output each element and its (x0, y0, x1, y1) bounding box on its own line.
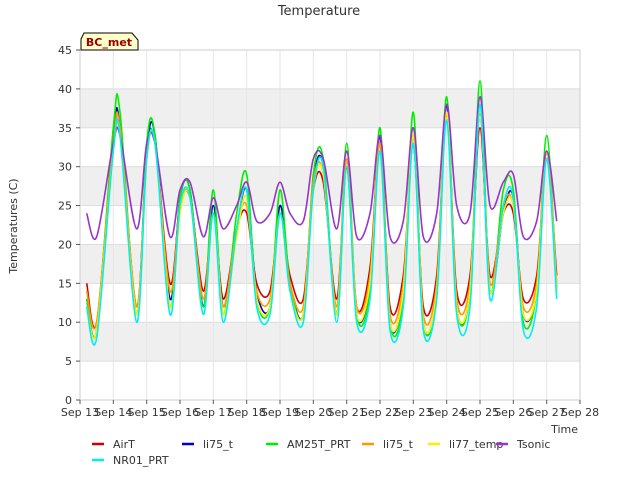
legend-item: li75_t (182, 438, 234, 451)
x-tick-label: Sep 27 (528, 406, 566, 419)
legend-label: NR01_PRT (113, 454, 169, 467)
plot-frame (79, 49, 581, 401)
x-tick-label: Sep 13 (61, 406, 99, 419)
y-tick-label: 30 (58, 161, 72, 174)
legend-item: AM25T_PRT (266, 438, 351, 451)
y-tick-label: 20 (58, 238, 72, 251)
legend-item: li75_t (362, 438, 414, 451)
legend-item: Tsonic (496, 438, 550, 451)
x-tick-label: Sep 23 (394, 406, 432, 419)
background-band (80, 322, 580, 362)
station-label-box: BC_met (80, 32, 139, 51)
x-tick-label: Sep 25 (461, 406, 499, 419)
y-tick-label: 0 (65, 394, 72, 407)
legend-label: li77_temp (449, 438, 503, 451)
y-axis-ticks: 0 5 10 15 20 25 30 35 40 45 (58, 44, 80, 407)
y-tick-label: 35 (58, 122, 72, 135)
x-tick-label: Sep 20 (294, 406, 332, 419)
series-line-nr01-prt-6 (85, 103, 558, 346)
x-tick-label: Sep 24 (428, 406, 466, 419)
x-axis-label: Time (550, 423, 578, 436)
background-band (80, 88, 580, 128)
legend-item: NR01_PRT (92, 454, 169, 467)
y-tick-label: 25 (58, 200, 72, 213)
legend-label: li75_t (203, 438, 234, 451)
x-tick-label: Sep 14 (94, 406, 132, 419)
series-lines (85, 80, 558, 346)
y-tick-label: 5 (65, 355, 72, 368)
x-tick-label: Sep 17 (194, 406, 232, 419)
legend-label: AirT (113, 438, 135, 451)
x-tick-label: Sep 15 (128, 406, 166, 419)
x-tick-label: Sep 28 (561, 406, 599, 419)
plot-background-bands (80, 88, 580, 362)
legend-item: li77_temp (428, 438, 503, 451)
chart-title: Temperature (277, 4, 360, 19)
x-tick-label: Sep 19 (261, 406, 299, 419)
legend-label: li75_t (383, 438, 414, 451)
legend-item: AirT (92, 438, 135, 451)
series-line-tsonic-5 (85, 95, 558, 244)
legend: AirT li75_t AM25T_PRT li75_t li77_temp Tsonic… (92, 438, 550, 467)
x-tick-label: Sep 22 (361, 406, 399, 419)
y-tick-label: 15 (58, 277, 72, 290)
y-tick-label: 40 (58, 83, 72, 96)
y-tick-label: 45 (58, 44, 72, 57)
station-label: BC_met (86, 36, 132, 49)
x-tick-label: Sep 18 (228, 406, 266, 419)
legend-label: Tsonic (516, 438, 550, 451)
y-tick-label: 10 (58, 316, 72, 329)
x-tick-label: Sep 21 (328, 406, 366, 419)
x-tick-label: Sep 16 (161, 406, 199, 419)
legend-label: AM25T_PRT (287, 438, 351, 451)
y-axis-label: Temperatures (C) (7, 178, 20, 274)
x-tick-label: Sep 26 (494, 406, 532, 419)
